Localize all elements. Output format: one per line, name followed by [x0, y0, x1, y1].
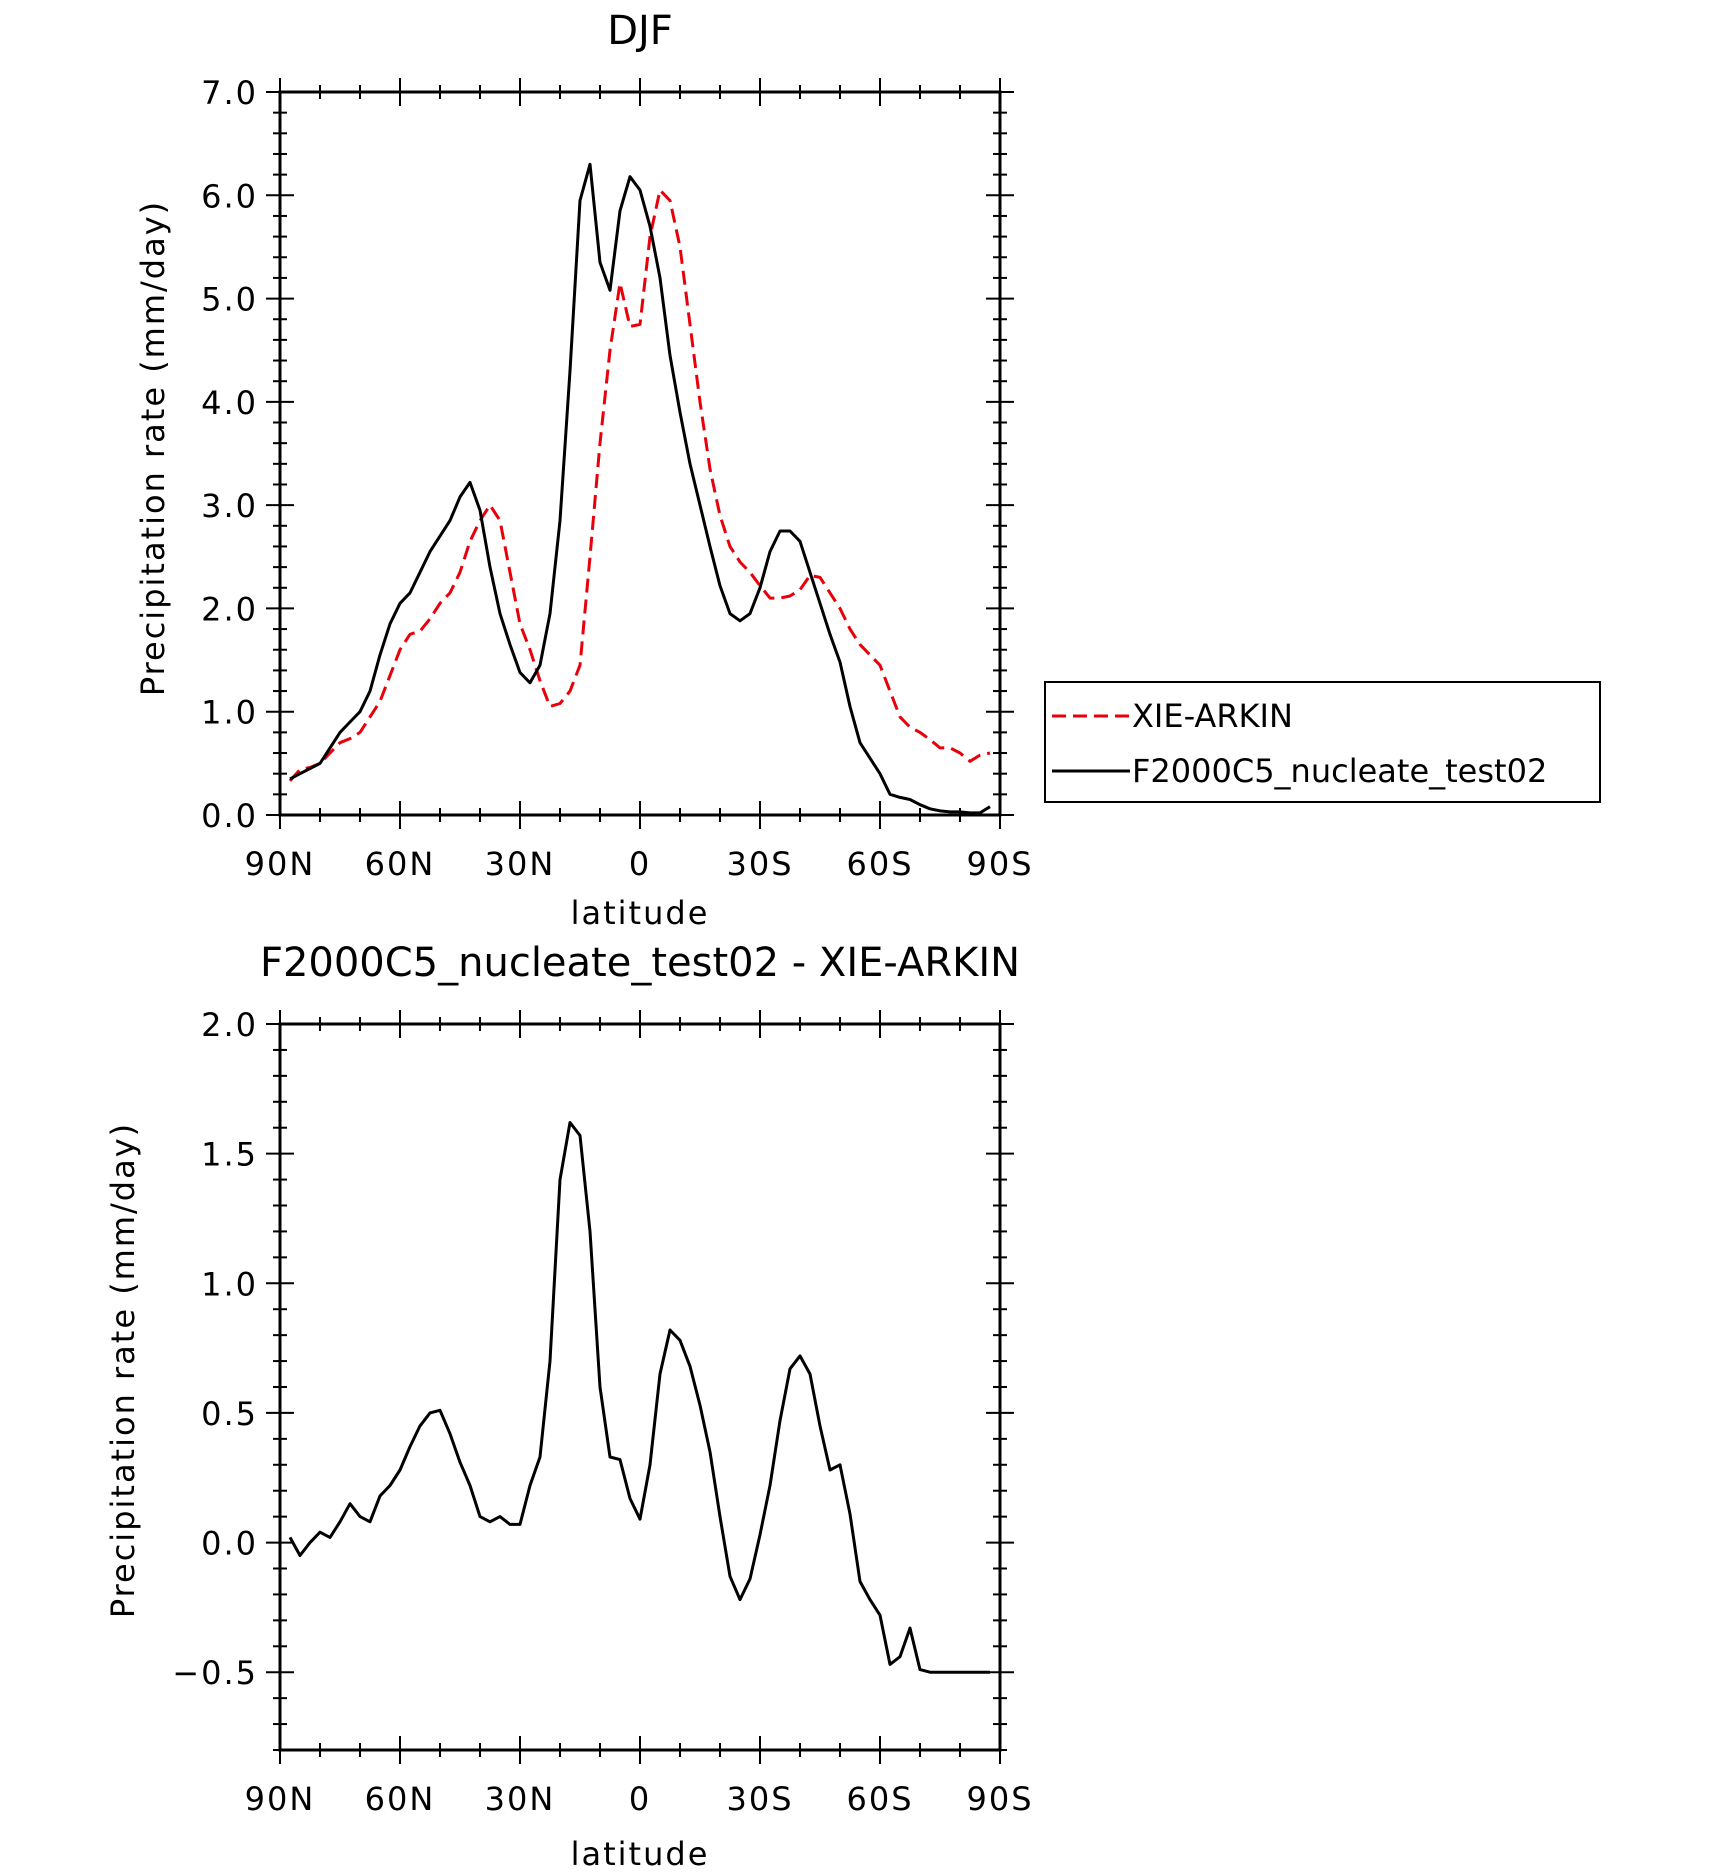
y-axis-label: Precipitation rate (mm/day)	[104, 1122, 142, 1618]
series-lines	[288, 162, 991, 815]
x-tick-label: 90S	[966, 845, 1033, 883]
x-tick-label: 30N	[485, 845, 556, 883]
x-tick-label: 60S	[846, 845, 913, 883]
y-tick-label: 1.5	[201, 1136, 258, 1174]
legend: XIE-ARKIN F2000C5_nucleate_test02	[1044, 681, 1601, 803]
x-axis-label: latitude	[571, 1835, 710, 1872]
legend-box	[1044, 681, 1601, 803]
x-tick-label: 30N	[485, 1780, 556, 1818]
series-line-1	[289, 162, 991, 815]
y-tick-label: −0.5	[172, 1654, 258, 1692]
series-line-0	[288, 1121, 990, 1674]
x-tick-label: 0	[629, 845, 651, 883]
x-tick-label: 90S	[966, 1780, 1033, 1818]
y-tick-label: 1.0	[201, 1265, 258, 1303]
x-tick-label: 0	[629, 1780, 651, 1818]
y-tick-label: 1.0	[201, 694, 258, 732]
x-tick-label: 60N	[365, 845, 436, 883]
chart-bottom-difference: F2000C5_nucleate_test02 - XIE-ARKIN lati…	[104, 940, 1033, 1872]
y-tick-label: 0.5	[201, 1395, 258, 1433]
y-axis-label: Precipitation rate (mm/day)	[134, 200, 172, 696]
y-tick-label: 2.0	[201, 1006, 258, 1044]
legend-label-xie-arkin: XIE-ARKIN	[1132, 697, 1293, 735]
chart-title: F2000C5_nucleate_test02 - XIE-ARKIN	[260, 940, 1020, 986]
x-axis-label: latitude	[571, 894, 710, 932]
x-tick-label: 90N	[245, 845, 316, 883]
y-tick-label: 2.0	[201, 590, 258, 628]
x-tick-label: 30S	[726, 1780, 793, 1818]
series-line-0	[288, 188, 991, 782]
y-tick-label: 0.0	[201, 1525, 258, 1563]
chart-top-djf: DJF latitude Precipitation rate (mm/day)…	[134, 8, 1601, 932]
y-tick-label: 7.0	[201, 74, 258, 112]
tick-labels: 90N 60N 30N 0 30S 60S 90S −0.5 0.0 0.5 1.0 1.5 2.0	[172, 1006, 1033, 1818]
x-tick-label: 30S	[726, 845, 793, 883]
tick-labels: 90N 60N 30N 0 30S 60S 90S 0.0 1.0 2.0 3.0 4.0 5.0 6.0…	[201, 74, 1033, 883]
y-tick-label: 6.0	[201, 177, 258, 215]
chart-title: DJF	[607, 8, 673, 54]
legend-label-model: F2000C5_nucleate_test02	[1132, 752, 1547, 790]
x-tick-label: 60S	[846, 1780, 913, 1818]
y-tick-label: 5.0	[201, 281, 258, 319]
x-tick-label: 60N	[365, 1780, 436, 1818]
plot-frame	[278, 1022, 1002, 1752]
y-tick-label: 3.0	[201, 487, 258, 525]
y-tick-label: 4.0	[201, 384, 258, 422]
plot-frame	[278, 90, 1002, 817]
x-tick-label: 90N	[245, 1780, 316, 1818]
y-tick-label: 0.0	[201, 797, 258, 835]
series-lines	[288, 1121, 990, 1674]
